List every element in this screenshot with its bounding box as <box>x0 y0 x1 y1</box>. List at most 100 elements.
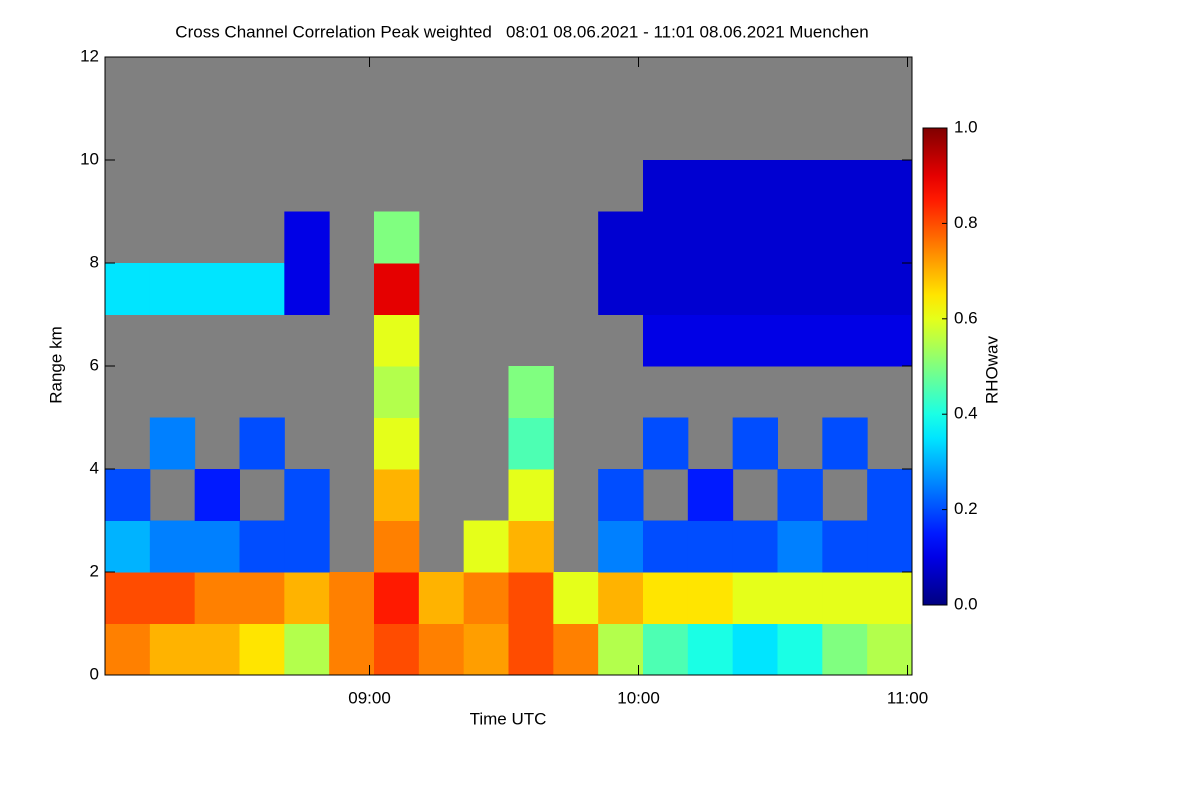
heat-cell <box>508 572 554 624</box>
heat-cell <box>687 211 734 264</box>
colorbar <box>922 127 948 606</box>
heat-cell <box>105 263 151 315</box>
heat-cell <box>687 160 734 212</box>
heat-cell <box>284 520 330 573</box>
heat-cell <box>732 263 778 315</box>
heat-cell <box>239 417 285 470</box>
heat-cell <box>643 314 689 367</box>
heat-cell <box>777 263 823 315</box>
heat-cell <box>598 520 644 573</box>
heat-cell <box>598 469 644 521</box>
heat-cell <box>643 572 689 624</box>
heat-cell <box>374 520 420 573</box>
heat-cell <box>867 572 913 624</box>
heat-cell <box>239 572 285 624</box>
heat-cell <box>239 623 285 676</box>
y-tick-label: 6 <box>90 355 99 374</box>
heat-cell <box>777 160 823 212</box>
heat-cell <box>777 469 823 521</box>
heat-cell <box>239 520 285 573</box>
heat-cell <box>105 520 151 573</box>
heat-cell <box>822 520 868 573</box>
heat-cell <box>508 469 554 521</box>
heat-cell <box>374 417 420 470</box>
x-axis-label: Time UTC <box>470 709 547 728</box>
heat-cell <box>687 314 734 367</box>
heat-cell <box>777 572 823 624</box>
heat-cell <box>687 263 734 315</box>
heat-cell <box>867 520 913 573</box>
heat-cell <box>822 211 868 264</box>
heat-cell <box>194 469 240 521</box>
heat-cell <box>194 520 240 573</box>
heat-cell <box>149 572 196 624</box>
y-tick-label: 4 <box>90 458 99 477</box>
heat-cell <box>553 572 599 624</box>
heat-cell <box>777 314 823 367</box>
heat-cell <box>867 314 913 367</box>
heat-cell <box>643 263 689 315</box>
heat-cell <box>867 469 913 521</box>
heat-cell <box>867 263 913 315</box>
heat-cell <box>284 572 330 624</box>
heat-cell <box>777 211 823 264</box>
heat-cell <box>149 417 196 470</box>
heat-cell <box>598 623 644 676</box>
y-tick-label: 10 <box>80 149 99 168</box>
heat-cell <box>284 211 330 264</box>
heat-cell <box>508 623 554 676</box>
x-tick-label: 10:00 <box>617 688 660 707</box>
x-tick-label: 11:00 <box>887 688 928 707</box>
y-axis-label: Range km <box>46 326 65 403</box>
heat-cell <box>732 520 778 573</box>
heat-cell <box>194 623 240 676</box>
heat-cell <box>687 469 734 521</box>
heat-cell <box>284 623 330 676</box>
heat-cell <box>105 572 151 624</box>
heat-cell <box>598 572 644 624</box>
heat-cell <box>822 160 868 212</box>
colorbar-tick-label: 0.6 <box>954 308 978 327</box>
heat-cell <box>508 520 554 573</box>
heat-cell <box>822 623 868 676</box>
y-tick-label: 8 <box>90 252 99 271</box>
heat-cell <box>732 623 778 676</box>
heat-cell <box>105 469 151 521</box>
heat-cell <box>374 263 420 315</box>
heat-cell <box>105 623 151 676</box>
chart-title: Cross Channel Correlation Peak weighted … <box>175 22 868 41</box>
y-tick-label: 2 <box>90 561 99 580</box>
heat-cell <box>374 469 420 521</box>
heat-cell <box>194 572 240 624</box>
heat-cell <box>643 623 689 676</box>
heat-cell <box>418 623 465 676</box>
heat-cell <box>687 623 734 676</box>
heat-cell <box>284 469 330 521</box>
heat-cell <box>867 211 913 264</box>
heat-cell <box>777 520 823 573</box>
colorbar-label: RHOwav <box>982 335 1001 404</box>
heat-cell <box>822 417 868 470</box>
heat-cell <box>732 211 778 264</box>
heat-cell <box>374 314 420 367</box>
heat-cell <box>822 572 868 624</box>
heat-cell <box>598 263 644 315</box>
heat-cell <box>239 263 285 315</box>
heat-cell <box>149 623 196 676</box>
colorbar-tick-label: 0.8 <box>954 213 978 232</box>
heat-cell <box>867 623 913 676</box>
heat-cell <box>598 211 644 264</box>
heat-cell <box>149 263 196 315</box>
heat-cell <box>822 314 868 367</box>
heat-cell <box>643 160 689 212</box>
heat-cell <box>374 572 420 624</box>
y-tick-label: 12 <box>80 46 99 65</box>
x-tick-label: 09:00 <box>348 688 391 707</box>
heat-cell <box>732 417 778 470</box>
colorbar-tick-label: 0.0 <box>954 594 978 613</box>
heat-cell <box>149 520 196 573</box>
y-tick-label: 0 <box>90 664 99 683</box>
heat-cell <box>284 263 330 315</box>
heat-cell <box>687 520 734 573</box>
